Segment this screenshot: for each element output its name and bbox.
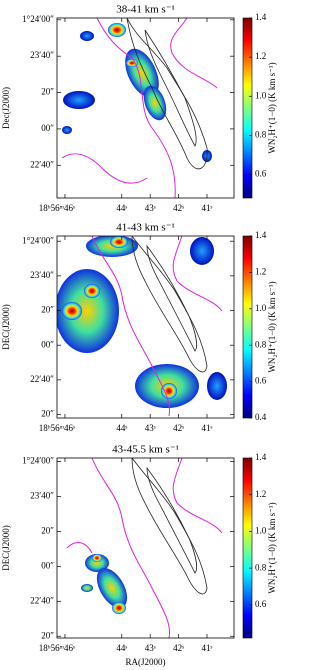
x-tick-label: 42ˢ: [173, 203, 184, 213]
colorbar-tick-label: 0.6: [255, 376, 267, 386]
x-tick-label: 43ˢ: [145, 203, 156, 213]
figure: 38-41 km s⁻¹ 18ʰ56ᵐ46ˢ 44ˢ 43ˢ 42ˢ 41ˢ 1°24′00…: [1, 4, 277, 668]
colorbar-tick-label: 1.2: [255, 489, 266, 499]
y-tick-label: 00″: [41, 560, 54, 570]
colorbar-tick-label: 0.4: [255, 412, 267, 422]
y-tick-label: 20″: [41, 630, 54, 640]
panel-title: 38-41 km s⁻¹: [116, 4, 175, 16]
y-tick-label: 00″: [41, 123, 54, 133]
map-image: [57, 236, 227, 416]
y-tick-label: 1°24′00″: [22, 456, 54, 466]
colorbar-tick-label: 0.6: [255, 599, 267, 609]
y-tick-label: 20″: [41, 87, 54, 97]
map-image: [61, 18, 218, 198]
x-tick-label: 43ˢ: [145, 643, 156, 653]
y-axis-label: Dec(J2000): [1, 87, 11, 129]
y-tick-label: 23′40″: [30, 270, 54, 280]
x-tick-label: 41ˢ: [202, 203, 213, 213]
colorbar-tick-label: 1.2: [255, 266, 266, 276]
y-tick-label: 20″: [41, 305, 54, 315]
y-tick-label: 23′40″: [30, 50, 54, 60]
x-tick-label: 41ˢ: [202, 643, 213, 653]
y-tick-label: 22′40″: [30, 595, 54, 605]
plot-frame: [56, 457, 235, 639]
x-axis-label: RA(J2000): [126, 657, 166, 667]
x-tick-label: 42ˢ: [173, 423, 184, 433]
colorbar-tick-label: 0.8: [255, 129, 267, 139]
map-image: [66, 458, 223, 638]
x-tick-label: 44ˢ: [116, 643, 127, 653]
colorbar-tick-label: 0.8: [255, 562, 267, 572]
y-tick-label: 00″: [41, 339, 54, 349]
colorbar-tick-label: 1.4: [255, 230, 267, 240]
x-tick-label: 41ˢ: [202, 423, 213, 433]
colorbar-tick-label: 1.0: [255, 90, 267, 100]
y-axis-label: DEC(J2000): [1, 525, 11, 571]
colorbar: [242, 457, 253, 639]
x-tick-label: 18ʰ56ᵐ46ˢ: [39, 203, 75, 213]
panel-title: 41-43 km s⁻¹: [116, 222, 175, 234]
colorbar-tick-label: 1.4: [255, 12, 267, 22]
colorbar-label: WN₂H⁺(1−0) (K km s⁻¹): [267, 502, 277, 593]
colorbar-label: WN₂H⁺(1−0) (K km s⁻¹): [267, 281, 277, 372]
y-tick-label: 22′40″: [30, 159, 54, 169]
x-tick-label: 44ˢ: [116, 423, 127, 433]
panel-title: 43-45.5 km s⁻¹: [112, 444, 179, 456]
x-tick-label: 18ʰ56ᵐ46ˢ: [39, 423, 75, 433]
plot-frame: [56, 235, 235, 419]
y-tick-label: 1°24′00″: [22, 14, 54, 24]
colorbar-tick-label: 0.6: [255, 169, 267, 179]
colorbar-tick-label: 1.0: [255, 526, 267, 536]
colorbar-tick-label: 0.8: [255, 339, 267, 349]
x-tick-label: 42ˢ: [173, 643, 184, 653]
y-tick-label: 23′40″: [30, 491, 54, 501]
x-tick-label: 44ˢ: [116, 203, 127, 213]
plot-frame: [56, 17, 235, 199]
colorbar-tick-label: 1.0: [255, 303, 267, 313]
colorbar: [242, 17, 253, 199]
x-tick-label: 18ʰ56ᵐ46ˢ: [39, 643, 75, 653]
colorbar-tick-label: 1.4: [255, 452, 267, 462]
y-tick-label: 20″: [41, 409, 54, 419]
colorbar-tick-label: 1.2: [255, 51, 266, 61]
y-tick-label: 22′40″: [30, 374, 54, 384]
colorbar-label: WN₂H⁺(1−0) (K km s⁻¹): [267, 62, 277, 153]
y-tick-label: 20″: [41, 525, 54, 535]
y-axis-label: DEC(J2000): [1, 304, 11, 350]
y-tick-label: 1°24′00″: [22, 235, 54, 245]
x-tick-label: 43ˢ: [145, 423, 156, 433]
colorbar: [242, 235, 253, 419]
